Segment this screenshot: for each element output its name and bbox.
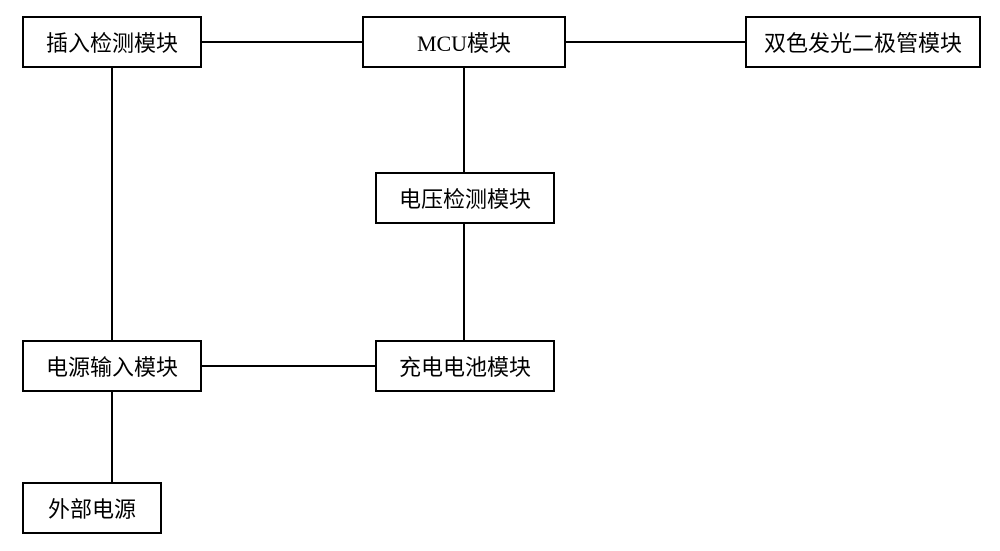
node-mcu: MCU模块 (362, 16, 566, 68)
node-power-input: 电源输入模块 (22, 340, 202, 392)
node-battery: 充电电池模块 (375, 340, 555, 392)
block-diagram: 插入检测模块 MCU模块 双色发光二极管模块 电压检测模块 电源输入模块 充电电… (0, 0, 1000, 551)
node-bicolor-led: 双色发光二极管模块 (745, 16, 981, 68)
node-label: MCU模块 (417, 26, 511, 58)
edge-insert-mcu (202, 41, 362, 43)
node-label: 外部电源 (48, 492, 136, 524)
node-voltage-detect: 电压检测模块 (375, 172, 555, 224)
node-label: 电源输入模块 (46, 350, 178, 382)
node-label: 插入检测模块 (46, 26, 178, 58)
edge-voltage-battery (463, 224, 465, 340)
edge-power-external (111, 392, 113, 482)
node-label: 双色发光二极管模块 (764, 26, 962, 58)
edge-mcu-led (566, 41, 745, 43)
node-label: 电压检测模块 (399, 182, 531, 214)
edge-mcu-voltage (463, 68, 465, 172)
edge-insert-power (111, 68, 113, 340)
node-insert-detect: 插入检测模块 (22, 16, 202, 68)
node-label: 充电电池模块 (399, 350, 531, 382)
node-external-power: 外部电源 (22, 482, 162, 534)
edge-power-battery (202, 365, 375, 367)
